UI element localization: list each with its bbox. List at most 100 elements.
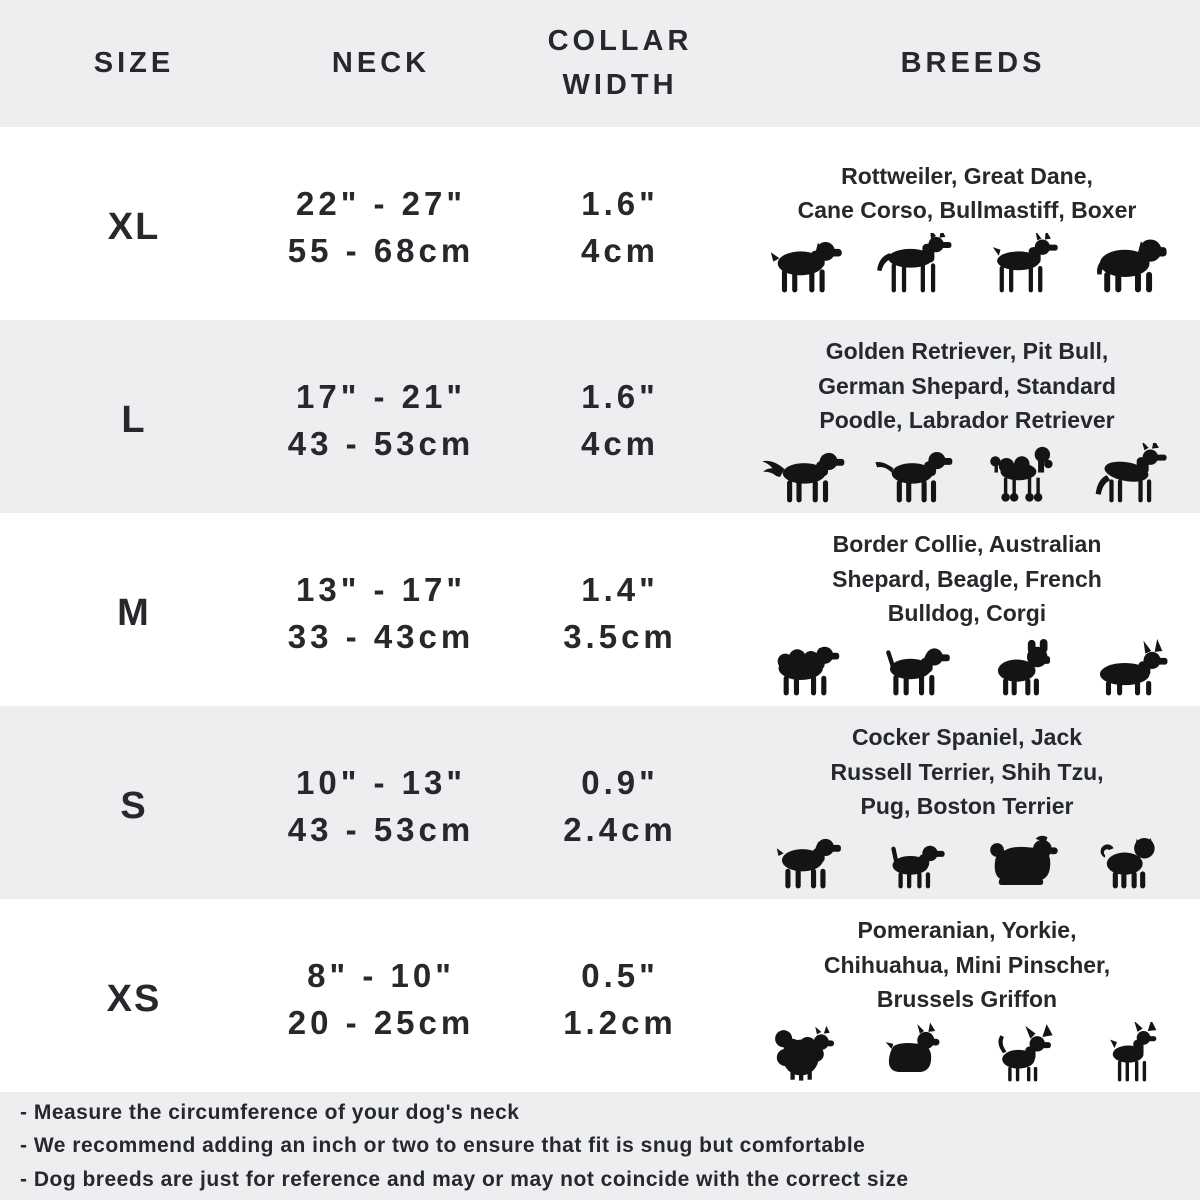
breeds-cell: Pomeranian, Yorkie, Chihuahua, Mini Pinsc… — [746, 899, 1200, 1092]
collar-width-inches: 0.9" — [581, 764, 659, 802]
breed-names-line: Golden Retriever, Pit Bull, — [825, 338, 1109, 365]
french-bulldog-icon — [974, 636, 1068, 698]
breeds-cell: Border Collie, Australian Shepard, Beagle… — [746, 513, 1200, 706]
neck-inches: 10" - 13" — [295, 764, 467, 802]
breed-names: Golden Retriever, Pit Bull, German Shepar… — [818, 334, 1116, 438]
breed-names-line: Cane Corso, Bullmastiff, Boxer — [797, 197, 1137, 223]
collar-width-inches: 1.4" — [581, 571, 659, 609]
breeds-cell: Golden Retriever, Pit Bull, German Shepar… — [746, 320, 1200, 513]
neck-cm: 43 - 53cm — [287, 810, 475, 848]
collar-width-measurement: 0.9" 2.4cm — [494, 706, 746, 899]
neck-inches: 8" - 10" — [307, 957, 455, 995]
collar-width-cm: 4cm — [580, 231, 660, 269]
breed-silhouettes — [758, 232, 1176, 295]
table-row: L 17" - 21" 43 - 53cm 1.6" 4cm Golden Re… — [0, 320, 1200, 513]
breed-names-line: Border Collie, Australian — [832, 531, 1102, 558]
breeds-cell: Rottweiler, Great Dane, Cane Corso, Bullm… — [746, 127, 1200, 320]
rottweiler-icon — [758, 233, 852, 295]
size-label: M — [117, 592, 151, 634]
neck-measurement: 17" - 21" 43 - 53cm — [268, 320, 494, 513]
footnote-reference: - Dog breeds are just for reference and … — [20, 1167, 909, 1191]
table-row: XL 22" - 27" 55 - 68cm 1.6" 4cm Rottweil… — [0, 127, 1200, 320]
size-label: XL — [107, 206, 161, 248]
neck-cm: 20 - 25cm — [287, 1003, 475, 1041]
neck-inches: 22" - 27" — [295, 185, 467, 223]
yorkie-icon — [866, 1022, 960, 1084]
jack-russell-terrier-icon — [866, 829, 960, 891]
table-row: XS 8" - 10" 20 - 25cm 0.5" 1.2cm Pomeran… — [0, 899, 1200, 1092]
breed-names-line: Shepard, Beagle, French — [832, 565, 1102, 592]
chihuahua-icon — [974, 1022, 1068, 1084]
miniature-pinscher-icon — [1082, 1021, 1176, 1084]
breed-silhouettes — [758, 1021, 1176, 1084]
neck-measurement: 10" - 13" 43 - 53cm — [268, 706, 494, 899]
collar-width-measurement: 1.4" 3.5cm — [494, 513, 746, 706]
collar-width-inches: 0.5" — [581, 957, 659, 995]
shih-tzu-icon — [974, 829, 1068, 891]
collar-width-cm: 4cm — [580, 424, 660, 462]
neck-inches: 17" - 21" — [295, 378, 467, 416]
table-row: S 10" - 13" 43 - 53cm 0.9" 2.4cm Cocker … — [0, 706, 1200, 899]
breed-names-line: Pomeranian, Yorkie, — [857, 917, 1077, 944]
collar-width-cm: 2.4cm — [563, 810, 677, 848]
golden-retriever-icon — [758, 443, 852, 505]
footnotes: - Measure the circumference of your dog'… — [0, 1092, 1200, 1200]
size-label: XS — [106, 978, 162, 1020]
neck-cm: 55 - 68cm — [287, 231, 475, 269]
breed-names: Rottweiler, Great Dane, Cane Corso, Bullm… — [798, 159, 1137, 228]
beagle-icon — [866, 636, 960, 698]
australian-shepherd-icon — [758, 636, 852, 698]
neck-measurement: 22" - 27" 55 - 68cm — [268, 127, 494, 320]
breed-names: Border Collie, Australian Shepard, Beagle… — [832, 527, 1102, 631]
breed-silhouettes — [758, 829, 1176, 891]
breed-silhouettes — [758, 636, 1176, 698]
collar-width-inches: 1.6" — [581, 185, 659, 223]
pomeranian-icon — [758, 1022, 852, 1084]
breed-names-line: Poodle, Labrador Retriever — [819, 407, 1115, 434]
column-header-size: SIZE — [93, 46, 175, 79]
column-header-breeds: BREEDS — [900, 46, 1046, 79]
collar-width-measurement: 0.5" 1.2cm — [494, 899, 746, 1092]
column-header-collar-width: COLLAR WIDTH — [547, 25, 693, 101]
breed-names-line: Bulldog, Corgi — [887, 600, 1047, 627]
neck-measurement: 8" - 10" 20 - 25cm — [268, 899, 494, 1092]
breed-names: Pomeranian, Yorkie, Chihuahua, Mini Pinsc… — [824, 913, 1110, 1017]
table-header: SIZE NECK COLLAR WIDTH BREEDS — [0, 0, 1200, 127]
great-dane-icon — [866, 232, 960, 295]
collar-width-inches: 1.6" — [581, 378, 659, 416]
table-row: M 13" - 17" 33 - 43cm 1.4" 3.5cm Border … — [0, 513, 1200, 706]
breed-names-line: German Shepard, Standard — [818, 372, 1116, 399]
footnote-recommend: - We recommend adding an inch or two to … — [20, 1134, 866, 1158]
breed-names-line: Brussels Griffon — [876, 986, 1058, 1013]
cocker-spaniel-icon — [758, 829, 852, 891]
corgi-icon — [1082, 636, 1176, 698]
german-shepherd-icon — [1082, 442, 1176, 505]
table-body: XL 22" - 27" 55 - 68cm 1.6" 4cm Rottweil… — [0, 127, 1200, 1092]
neck-cm: 33 - 43cm — [287, 617, 475, 655]
neck-measurement: 13" - 17" 33 - 43cm — [268, 513, 494, 706]
labrador-retriever-icon — [866, 443, 960, 505]
collar-width-measurement: 1.6" 4cm — [494, 127, 746, 320]
breed-names-line: Chihuahua, Mini Pinscher, — [823, 951, 1111, 978]
neck-inches: 13" - 17" — [295, 571, 467, 609]
size-label: L — [121, 399, 147, 441]
breed-names-line: Pug, Boston Terrier — [860, 793, 1074, 820]
bullmastiff-icon — [1082, 233, 1176, 295]
breed-names-line: Russell Terrier, Shih Tzu, — [830, 758, 1104, 785]
breed-names: Cocker Spaniel, Jack Russell Terrier, Shi… — [830, 720, 1103, 824]
pug-icon — [1082, 829, 1176, 891]
standard-poodle-icon — [974, 443, 1068, 505]
breeds-cell: Cocker Spaniel, Jack Russell Terrier, Shi… — [746, 706, 1200, 899]
cane-corso-icon — [974, 232, 1068, 295]
breed-silhouettes — [758, 442, 1176, 505]
size-label: S — [120, 785, 148, 827]
footnote-measure: - Measure the circumference of your dog'… — [20, 1100, 520, 1124]
collar-width-cm: 1.2cm — [563, 1003, 677, 1041]
neck-cm: 43 - 53cm — [287, 424, 475, 462]
column-header-neck: NECK — [331, 46, 431, 79]
collar-width-measurement: 1.6" 4cm — [494, 320, 746, 513]
collar-width-cm: 3.5cm — [563, 617, 677, 655]
breed-names-line: Rottweiler, Great Dane, — [841, 162, 1093, 189]
breed-names-line: Cocker Spaniel, Jack — [851, 724, 1083, 751]
